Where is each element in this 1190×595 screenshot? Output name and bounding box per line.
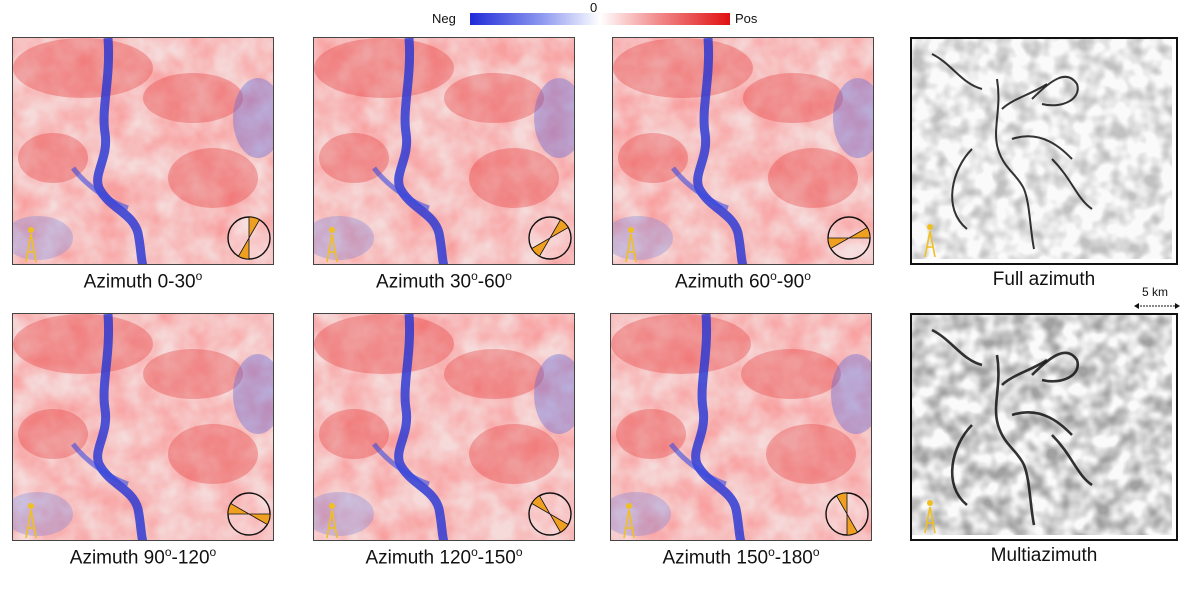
edge-line — [951, 148, 973, 230]
azimuth-wedge — [548, 512, 569, 533]
scale-bar-arrow-icon — [1134, 303, 1180, 309]
caption-text-end: -60 — [477, 271, 506, 293]
caption-text: Azimuth 150 — [662, 547, 769, 569]
azimuth-wedge — [548, 219, 569, 240]
azimuth-rose-icon — [528, 492, 572, 536]
seismic-map — [13, 314, 273, 540]
edge-line — [1011, 411, 1073, 436]
degree-mark: o — [770, 269, 777, 283]
caption-azimuth-4: Azimuth 120o-150o — [313, 545, 575, 569]
degree-mark: o — [515, 545, 523, 559]
edge-line — [994, 354, 1036, 526]
edge-line — [1001, 358, 1048, 386]
well-icon — [326, 503, 338, 539]
caption-text: Azimuth 60 — [675, 271, 771, 293]
azimuth-wedge — [846, 512, 859, 536]
caption-azimuth-1: Azimuth 30o-60o — [313, 269, 575, 293]
caption-azimuth-3: Azimuth 90o-120o — [12, 545, 274, 569]
edge-line — [995, 78, 1035, 250]
caption-full-azimuth: Full azimuth — [992, 269, 1096, 290]
azimuth-panel-3 — [12, 313, 274, 541]
degree-mark: o — [471, 545, 478, 559]
azimuth-wedge — [248, 216, 261, 240]
degree-mark: o — [768, 545, 775, 559]
degree-mark: o — [812, 545, 820, 559]
azimuth-panel-1 — [313, 37, 575, 265]
seismic-map — [314, 38, 574, 264]
caption-text: Azimuth 90 — [69, 547, 165, 569]
azimuth-rose-icon — [827, 216, 871, 260]
caption-text: Azimuth 0-30 — [83, 271, 196, 293]
degree-mark: o — [195, 269, 203, 283]
well-icon — [326, 227, 338, 263]
azimuth-panel-0 — [12, 37, 274, 265]
azimuth-rose-icon — [825, 492, 869, 536]
degree-mark: o — [209, 545, 217, 559]
well-icon — [625, 227, 637, 263]
caption-azimuth-0: Azimuth 0-30o — [12, 269, 274, 293]
azimuth-wedge — [237, 236, 250, 260]
multiazimuth-panel — [910, 313, 1178, 541]
caption-multiazimuth: Multiazimuth — [990, 545, 1098, 566]
well-icon — [25, 227, 37, 263]
seismic-map — [613, 38, 873, 264]
edge-line — [950, 424, 973, 507]
azimuth-wedge — [847, 226, 871, 239]
edge-line — [1001, 83, 1048, 110]
colorbar-zero-label: 0 — [590, 0, 598, 15]
azimuth-wedge — [827, 237, 851, 250]
edge-line — [931, 328, 983, 367]
degree-mark: o — [164, 545, 172, 559]
azimuth-panel-4 — [313, 313, 575, 541]
caption-azimuth-2: Azimuth 60o-90o — [612, 269, 874, 293]
azimuth-wedge — [227, 502, 251, 515]
colorbar-gradient — [470, 13, 730, 25]
edge-line — [931, 53, 983, 90]
caption-azimuth-5: Azimuth 150o-180o — [610, 545, 872, 569]
edge-line — [1051, 158, 1093, 210]
well-icon — [623, 503, 635, 539]
attribute-map — [912, 315, 1172, 535]
caption-text-end: -120 — [171, 547, 210, 569]
edge-line — [1011, 135, 1073, 160]
seismic-map — [314, 314, 574, 540]
degree-mark: o — [804, 269, 811, 283]
caption-text: Azimuth 120 — [365, 547, 472, 569]
caption-text-end: -150 — [477, 547, 516, 569]
colorbar-neg-label: Neg — [432, 11, 456, 26]
well-icon — [25, 503, 37, 539]
degree-mark: o — [471, 269, 478, 283]
attribute-map — [912, 39, 1172, 259]
full-azimuth-panel — [910, 37, 1178, 265]
caption-text: Azimuth 30 — [376, 271, 472, 293]
azimuth-panel-5 — [610, 313, 872, 541]
colorbar-pos-label: Pos — [735, 11, 758, 26]
azimuth-rose-icon — [227, 216, 271, 260]
edge-line — [1031, 75, 1079, 107]
well-icon — [924, 224, 936, 258]
azimuth-rose-icon — [227, 492, 271, 536]
caption-text-end: -90 — [776, 271, 805, 293]
scale-bar: 5 km — [1130, 285, 1185, 315]
caption-text-end: -180 — [774, 547, 813, 569]
azimuth-panel-2 — [612, 37, 874, 265]
seismic-map — [13, 38, 273, 264]
azimuth-rose-icon — [528, 216, 572, 260]
degree-mark: o — [505, 269, 512, 283]
scale-bar-label: 5 km — [1142, 285, 1169, 299]
azimuth-wedge — [835, 492, 848, 516]
seismic-map — [611, 314, 871, 540]
azimuth-wedge — [531, 495, 552, 516]
azimuth-wedge — [531, 236, 552, 257]
colorbar: Neg 0 Pos — [0, 0, 1190, 30]
edge-line — [1051, 434, 1093, 487]
edge-line — [1031, 351, 1080, 383]
well-icon — [924, 500, 936, 534]
azimuth-wedge — [247, 513, 271, 526]
